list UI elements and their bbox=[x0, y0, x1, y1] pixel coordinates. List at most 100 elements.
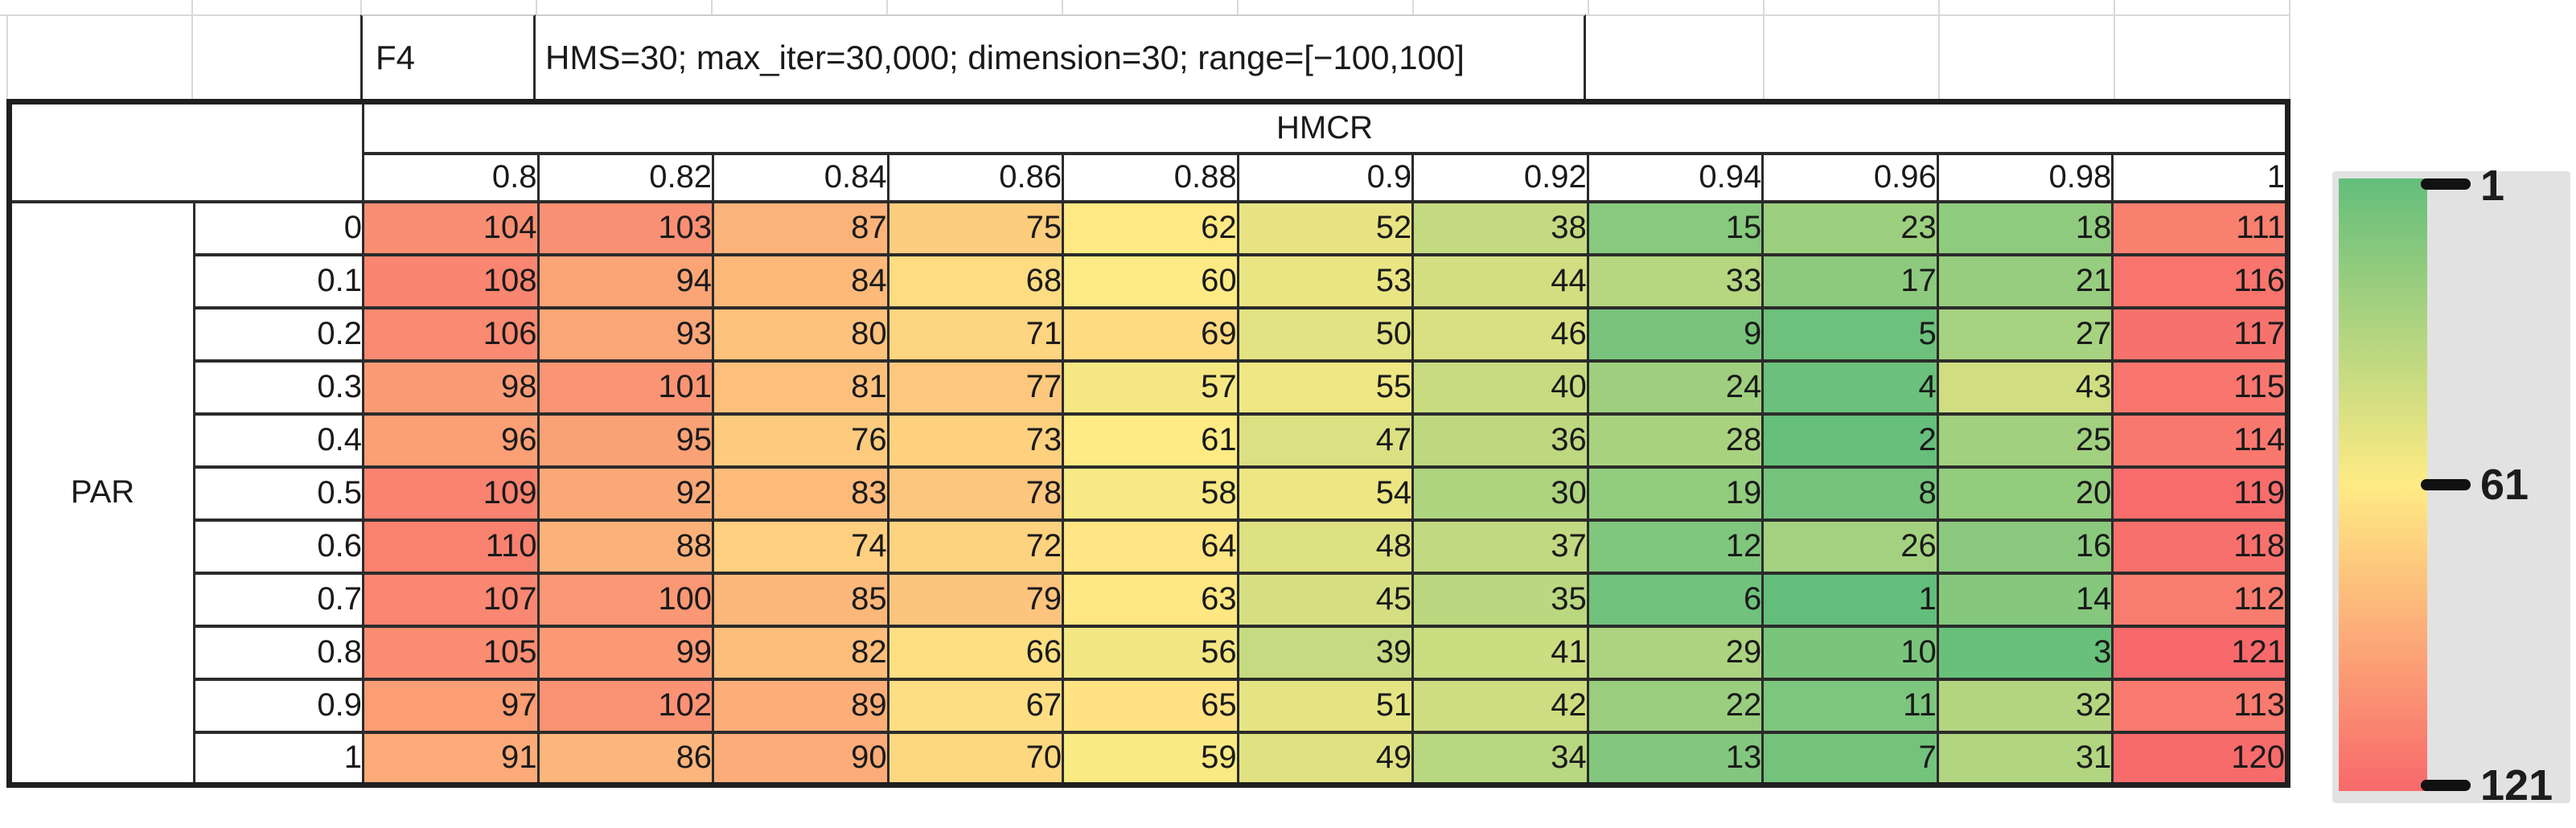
heatmap-cell-0.7-1: 112 bbox=[2111, 571, 2289, 628]
heatmap-cell-0.4-0.84: 76 bbox=[712, 412, 889, 469]
heatmap-cell-1-0.8: 91 bbox=[362, 730, 540, 787]
legend-tick-max-label: 121 bbox=[2480, 761, 2553, 810]
heatmap-cell-0.5-0.86: 78 bbox=[886, 465, 1065, 522]
heatmap-cell-0.8-0.98: 3 bbox=[1936, 624, 2114, 681]
heatmap-cell-0.5-0.82: 92 bbox=[536, 465, 715, 522]
heatmap-cell-0.4-0.88: 61 bbox=[1062, 412, 1239, 469]
heatmap-row-0.9: 0.9 97 102 89 67 65 51 42 22 11 32 113 bbox=[10, 677, 2289, 734]
heatmap-cell-1-0.84: 90 bbox=[712, 730, 889, 787]
column-header-row: 0.8 0.82 0.84 0.86 0.88 0.9 0.92 0.94 0.96 0.98 1 bbox=[10, 151, 2289, 203]
heatmap-cell-0.6-0.82: 88 bbox=[536, 518, 715, 575]
heatmap-cell-0.4-0.82: 95 bbox=[536, 412, 715, 469]
gridline bbox=[191, 0, 193, 14]
col-header-0.92: 0.92 bbox=[1411, 151, 1589, 203]
heatmap-cell-0.1-0.86: 68 bbox=[886, 252, 1065, 309]
heatmap-cell-0.2-0.96: 5 bbox=[1761, 305, 1939, 363]
heatmap-cell-0.6-0.94: 12 bbox=[1586, 518, 1765, 575]
row-header-0.1: 0.1 bbox=[193, 252, 364, 309]
heatmap-cell-0.1-1: 116 bbox=[2111, 252, 2289, 309]
heatmap-cell-0.1-0.9: 53 bbox=[1236, 252, 1415, 309]
heatmap-cell-0.9-0.98: 32 bbox=[1936, 677, 2114, 734]
heatmap-cell-0.1-0.84: 84 bbox=[712, 252, 889, 309]
heatmap-cell-0.9-0.84: 89 bbox=[712, 677, 889, 734]
heatmap-cell-0.4-0.86: 73 bbox=[886, 412, 1065, 469]
row-header-0.3: 0.3 bbox=[193, 359, 364, 416]
heatmap-cell-0.3-0.88: 57 bbox=[1062, 359, 1239, 416]
heatmap-cell-0-0.92: 38 bbox=[1411, 199, 1589, 256]
col-header-0.8: 0.8 bbox=[362, 151, 540, 203]
heatmap-cell-0.1-0.88: 60 bbox=[1062, 252, 1239, 309]
heatmap-cell-0.7-0.86: 79 bbox=[886, 571, 1065, 628]
row-header-0.4: 0.4 bbox=[193, 412, 364, 469]
settings-cell: HMS=30; max_iter=30,000; dimension=30; r… bbox=[536, 14, 1586, 99]
heatmap-cell-0.2-0.9: 50 bbox=[1236, 305, 1415, 363]
heatmap-cell-0.1-0.92: 44 bbox=[1411, 252, 1589, 309]
heatmap-cell-0.4-0.94: 28 bbox=[1586, 412, 1765, 469]
gridline bbox=[1588, 0, 1589, 14]
row-header-0.9: 0.9 bbox=[193, 677, 364, 734]
heatmap-cell-0.2-1: 117 bbox=[2111, 305, 2289, 363]
legend-tick-max-dash bbox=[2421, 780, 2471, 791]
heatmap-cell-0.3-0.84: 81 bbox=[712, 359, 889, 416]
heatmap-cell-0.6-0.8: 110 bbox=[362, 518, 540, 575]
heatmap-cell-0.1-0.98: 21 bbox=[1936, 252, 2114, 309]
heatmap-cell-0.6-0.98: 16 bbox=[1936, 518, 2114, 575]
function-label-cell: F4 bbox=[360, 14, 536, 99]
heatmap-cell-1-0.94: 13 bbox=[1586, 730, 1765, 787]
col-header-1: 1 bbox=[2111, 151, 2289, 203]
heatmap-cell-0.6-0.84: 74 bbox=[712, 518, 889, 575]
legend-tick-mid-label: 61 bbox=[2480, 461, 2529, 509]
heatmap-cell-0.7-0.82: 100 bbox=[536, 571, 715, 628]
row-header-0: 0 bbox=[193, 199, 364, 256]
col-header-0.94: 0.94 bbox=[1586, 151, 1765, 203]
heatmap-cell-1-0.96: 7 bbox=[1761, 730, 1939, 787]
heatmap-cell-0.5-0.8: 109 bbox=[362, 465, 540, 522]
heatmap-cell-1-0.86: 70 bbox=[886, 730, 1065, 787]
heatmap-cell-0.2-0.84: 80 bbox=[712, 305, 889, 363]
heatmap-cell-1-0.88: 59 bbox=[1062, 730, 1239, 787]
heatmap-cell-0.7-0.96: 1 bbox=[1761, 571, 1939, 628]
heatmap-cell-0.6-0.88: 64 bbox=[1062, 518, 1239, 575]
gridline bbox=[1237, 0, 1239, 14]
heatmap-row-0.4: 0.4 96 95 76 73 61 47 36 28 2 25 114 bbox=[10, 412, 2289, 469]
gridline bbox=[2114, 0, 2115, 14]
heatmap-cell-0.4-0.8: 96 bbox=[362, 412, 540, 469]
heatmap-cell-0.6-0.96: 26 bbox=[1761, 518, 1939, 575]
heatmap-cell-0.6-1: 118 bbox=[2111, 518, 2289, 575]
heatmap-cell-1-1: 120 bbox=[2111, 730, 2289, 787]
heatmap-cell-1-0.9: 49 bbox=[1236, 730, 1415, 787]
heatmap-cell-0.8-1: 121 bbox=[2111, 624, 2289, 681]
heatmap-cell-0.6-0.92: 37 bbox=[1411, 518, 1589, 575]
heatmap-cell-0-0.84: 87 bbox=[712, 199, 889, 256]
heatmap-row-0: PAR 0 104 103 87 75 62 52 38 15 23 18 111 bbox=[8, 199, 2289, 787]
gridline bbox=[1938, 0, 1940, 14]
heatmap-cell-0.8-0.8: 105 bbox=[362, 624, 540, 681]
heatmap-row-1: 1 91 86 90 70 59 49 34 13 7 31 120 bbox=[10, 730, 2289, 787]
heatmap-row-0.7: 0.7 107 100 85 79 63 45 35 6 1 14 112 bbox=[10, 571, 2289, 628]
heatmap-cell-0.5-0.84: 83 bbox=[712, 465, 889, 522]
heatmap-cell-0-0.96: 23 bbox=[1761, 199, 1939, 256]
gridline bbox=[2289, 0, 2290, 14]
heatmap-cell-0.4-0.96: 2 bbox=[1761, 412, 1939, 469]
gridline bbox=[1763, 14, 1765, 99]
heatmap-cell-0.8-0.84: 82 bbox=[712, 624, 889, 681]
heatmap-row-0.2: 0.2 106 93 80 71 69 50 46 9 5 27 117 bbox=[10, 305, 2289, 363]
col-header-0.98: 0.98 bbox=[1936, 151, 2114, 203]
row-header-0.8: 0.8 bbox=[193, 624, 364, 681]
row-header-0.2: 0.2 bbox=[193, 305, 364, 363]
heatmap-row-0.3: 0.3 98 101 81 77 57 55 40 24 4 43 115 bbox=[10, 359, 2289, 416]
gridline bbox=[6, 14, 8, 99]
heatmap-cell-0.4-0.92: 36 bbox=[1411, 412, 1589, 469]
heatmap-cell-0.1-0.82: 94 bbox=[536, 252, 715, 309]
heatmap-cell-0.3-0.96: 4 bbox=[1761, 359, 1939, 416]
col-header-0.9: 0.9 bbox=[1236, 151, 1415, 203]
heatmap-cell-0.7-0.88: 63 bbox=[1062, 571, 1239, 628]
heatmap-cell-0.2-0.98: 27 bbox=[1936, 305, 2114, 363]
heatmap-cell-0.7-0.98: 14 bbox=[1936, 571, 2114, 628]
heatmap-cell-0.5-0.88: 58 bbox=[1062, 465, 1239, 522]
heatmap-cell-0.4-0.98: 25 bbox=[1936, 412, 2114, 469]
heatmap-cell-0.6-0.9: 48 bbox=[1236, 518, 1415, 575]
legend-tick-mid-dash bbox=[2421, 479, 2471, 490]
heatmap-cell-0.5-0.92: 30 bbox=[1411, 465, 1589, 522]
